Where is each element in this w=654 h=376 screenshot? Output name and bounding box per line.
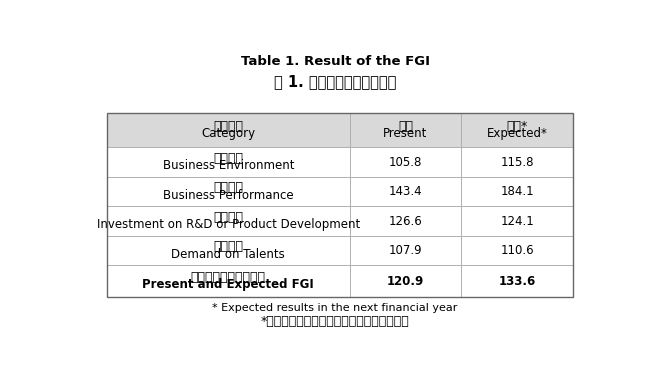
Bar [350,147,462,177]
Text: 營商環境: 營商環境 [213,152,243,165]
Bar [462,177,574,206]
Text: 184.1: 184.1 [500,185,534,198]
Text: 115.8: 115.8 [501,156,534,169]
Text: Demand on Talents: Demand on Talents [171,247,285,261]
Text: *預期指數為對未來一個財政年度的發展指數: *預期指數為對未來一個財政年度的發展指數 [261,315,409,328]
Text: 110.6: 110.6 [500,244,534,257]
Bar [107,236,350,265]
Bar [350,265,462,297]
Text: 143.4: 143.4 [388,185,422,198]
Text: * Expected results in the next financial year: * Expected results in the next financial… [213,303,458,313]
Bar [107,177,350,206]
Text: 107.9: 107.9 [388,244,422,257]
Text: 120.9: 120.9 [387,274,424,288]
Bar [462,147,574,177]
Text: 133.6: 133.6 [499,274,536,288]
Text: Category: Category [201,127,256,140]
Text: 研發投資: 研發投資 [213,211,243,224]
Bar [350,177,462,206]
Text: 人才需求: 人才需求 [213,240,243,253]
Text: Present: Present [383,127,428,140]
Bar [350,236,462,265]
Text: 表 1. 香港金融科技發展指數: 表 1. 香港金融科技發展指數 [274,74,396,89]
Bar [462,265,574,297]
Text: Investment on R&D or Product Development: Investment on R&D or Product Development [97,218,360,231]
Text: Business Environment: Business Environment [163,159,294,172]
Bar [462,113,574,147]
Text: 香港金融科技發展指數: 香港金融科技發展指數 [191,271,266,284]
Text: Expected*: Expected* [487,127,548,140]
Bar [107,113,350,147]
Text: Table 1. Result of the FGI: Table 1. Result of the FGI [241,55,430,68]
Bar [107,113,574,297]
Text: 目前: 目前 [398,120,413,133]
Text: 126.6: 126.6 [388,215,422,227]
Bar [462,236,574,265]
Bar [107,265,350,297]
Text: 預期*: 預期* [507,120,528,133]
Text: 經營業績: 經營業績 [213,182,243,194]
Text: Present and Expected FGI: Present and Expected FGI [143,278,314,291]
Bar [107,206,350,236]
Text: 124.1: 124.1 [500,215,534,227]
Bar [107,147,350,177]
Bar [462,206,574,236]
Bar [350,113,462,147]
Bar [350,206,462,236]
Text: 105.8: 105.8 [389,156,422,169]
Text: 分類指數: 分類指數 [213,120,243,133]
Text: Business Performance: Business Performance [163,189,294,202]
